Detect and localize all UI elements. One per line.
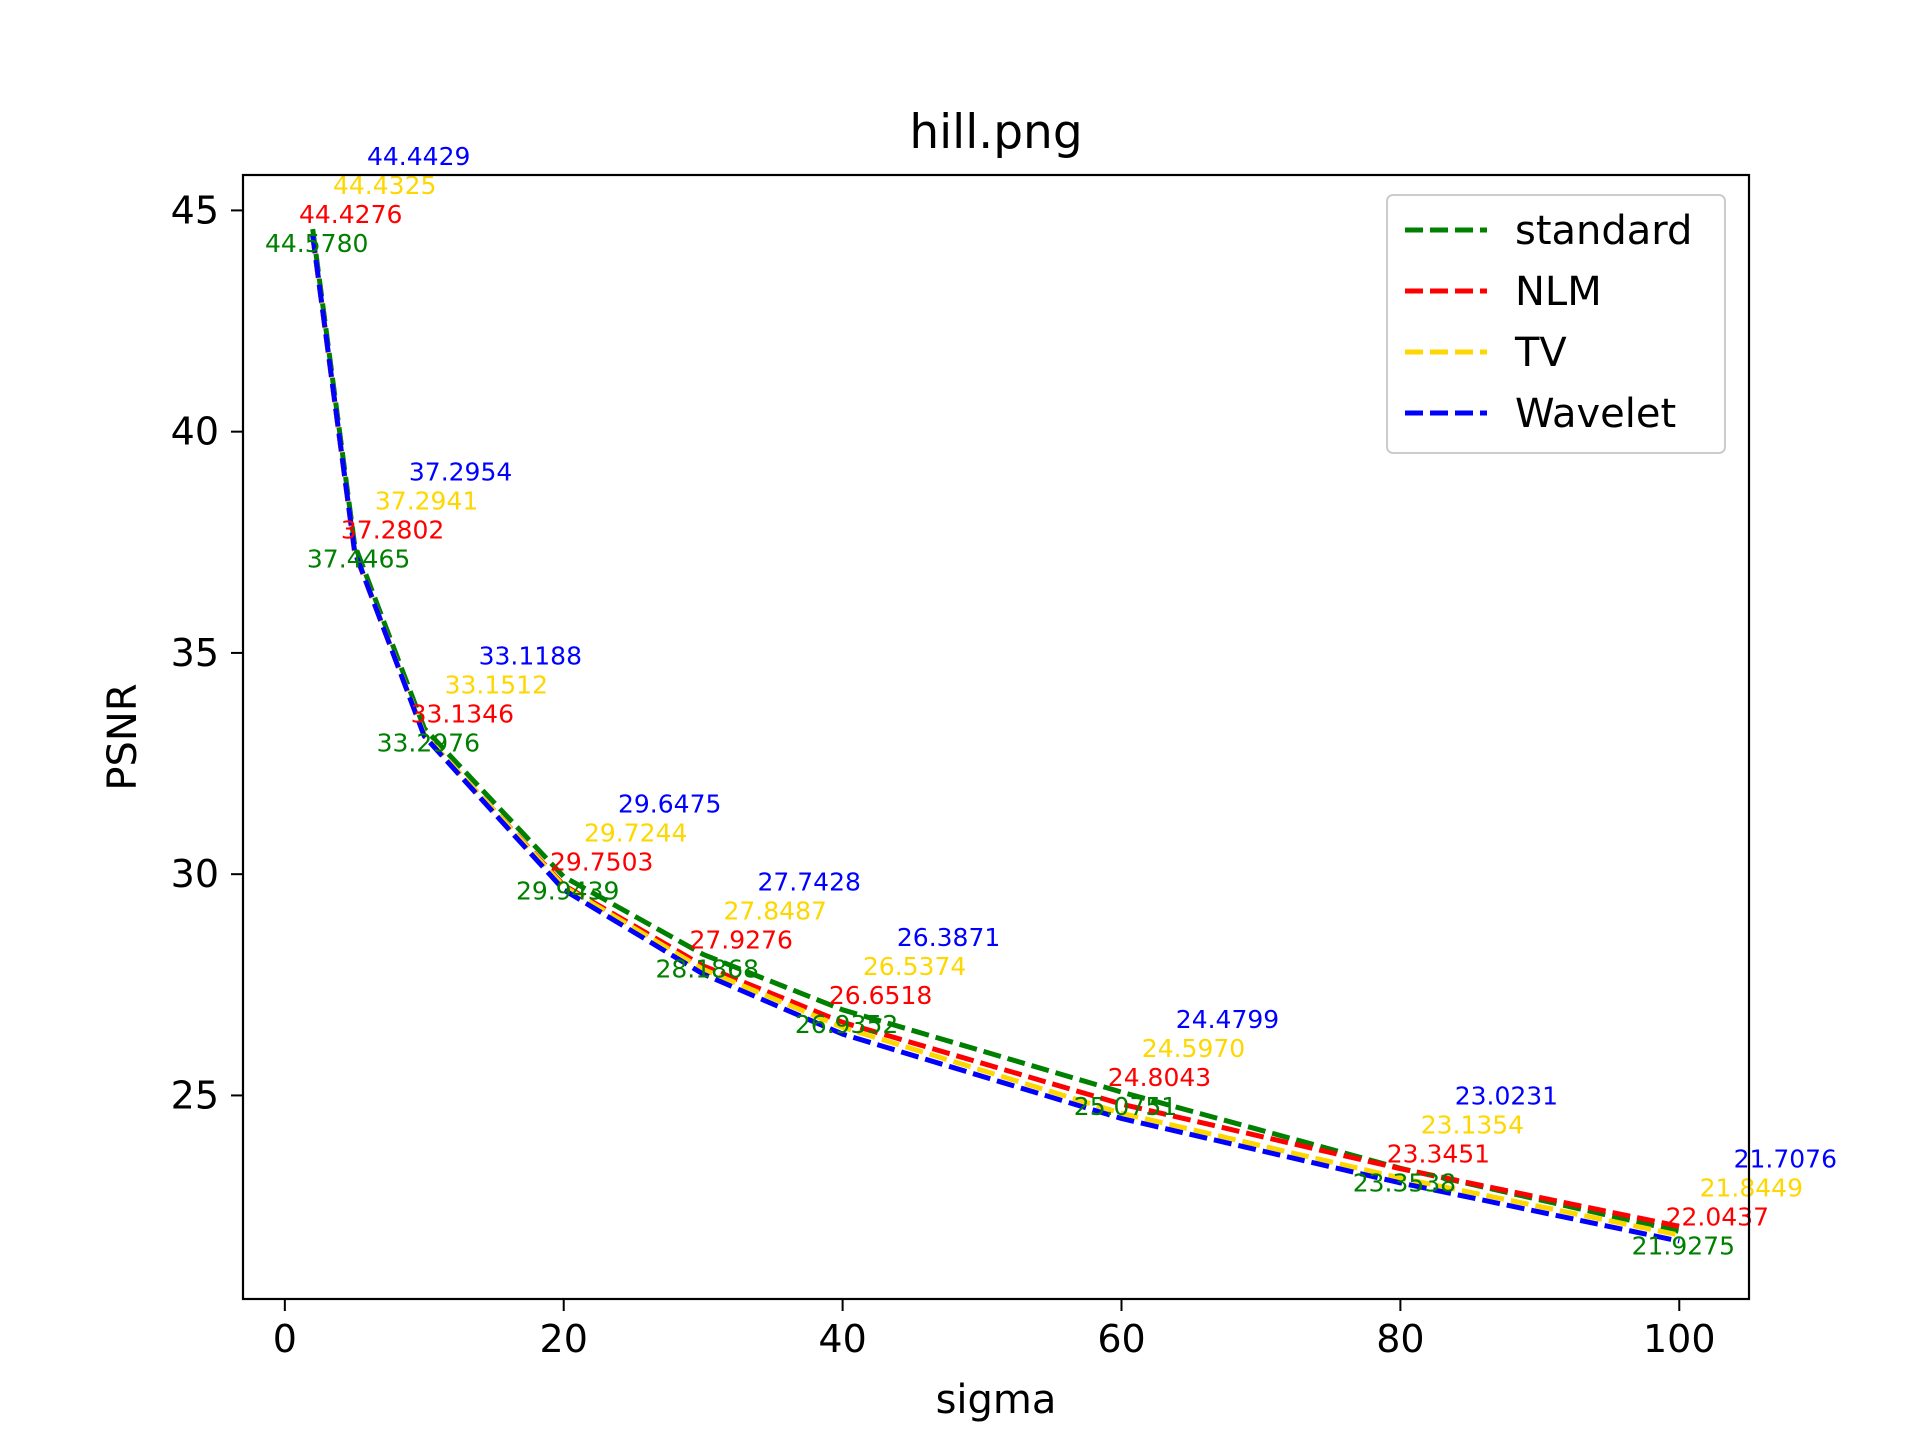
y-tick-label: 40 bbox=[171, 410, 219, 454]
data-label-nlm: 27.9276 bbox=[690, 925, 793, 954]
legend-label-standard: standard bbox=[1515, 208, 1692, 254]
legend-label-nlm: NLM bbox=[1515, 269, 1602, 315]
data-label-tv: 27.8487 bbox=[724, 896, 827, 925]
data-label-tv: 21.8449 bbox=[1700, 1173, 1803, 1202]
data-label-tv: 23.1354 bbox=[1421, 1110, 1524, 1139]
data-label-standard: 33.2976 bbox=[377, 728, 480, 757]
data-label-wavelet: 29.6475 bbox=[618, 790, 721, 819]
data-label-standard: 28.1868 bbox=[656, 954, 759, 983]
plot-area-frame bbox=[241, 173, 1751, 1301]
data-label-nlm: 23.3451 bbox=[1387, 1139, 1490, 1168]
data-label-wavelet: 37.2954 bbox=[409, 458, 512, 487]
data-label-wavelet: 23.0231 bbox=[1455, 1081, 1558, 1110]
data-label-wavelet: 24.4799 bbox=[1176, 1005, 1279, 1034]
data-label-standard: 25.0751 bbox=[1074, 1092, 1177, 1121]
data-label-tv: 24.5970 bbox=[1142, 1034, 1245, 1063]
x-tick-label: 100 bbox=[1643, 1317, 1716, 1361]
data-label-tv: 29.7244 bbox=[584, 819, 687, 848]
data-label-standard: 21.9275 bbox=[1632, 1231, 1735, 1260]
x-tick-label: 20 bbox=[540, 1317, 588, 1361]
y-tick-label: 45 bbox=[171, 188, 219, 232]
data-label-standard: 37.4465 bbox=[307, 545, 410, 574]
data-label-nlm: 33.1346 bbox=[411, 699, 514, 728]
plot-lines bbox=[310, 228, 1680, 1244]
y-tick-label: 35 bbox=[171, 631, 219, 675]
y-tick-label: 30 bbox=[171, 852, 219, 896]
x-axis: 0 20 40 60 80 100 bbox=[273, 1299, 1716, 1361]
x-tick-label: 0 bbox=[273, 1317, 297, 1361]
data-label-standard: 44.5780 bbox=[265, 229, 368, 258]
data-label-wavelet: 26.3871 bbox=[897, 923, 1000, 952]
x-tick-label: 80 bbox=[1376, 1317, 1424, 1361]
data-label-nlm: 26.6518 bbox=[829, 981, 932, 1010]
data-labels: 44.5780 37.4465 33.2976 29.9439 28.1868 26.93… bbox=[265, 142, 1837, 1260]
data-label-nlm: 37.2802 bbox=[341, 516, 444, 545]
data-label-tv: 26.5374 bbox=[863, 952, 966, 981]
data-label-wavelet: 33.1188 bbox=[479, 641, 582, 670]
y-axis-label: PSNR bbox=[100, 683, 146, 790]
data-label-standard: 23.3538 bbox=[1353, 1168, 1456, 1197]
y-tick-label: 25 bbox=[171, 1073, 219, 1117]
data-label-standard: 29.9439 bbox=[516, 877, 619, 906]
data-label-nlm: 29.7503 bbox=[550, 848, 653, 877]
data-label-nlm: 44.4276 bbox=[299, 200, 402, 229]
legend: standard NLM TV Wavelet bbox=[1386, 194, 1726, 454]
y-axis: 25 30 35 40 45 bbox=[171, 188, 243, 1117]
data-label-wavelet: 21.7076 bbox=[1734, 1144, 1837, 1173]
data-label-standard: 26.9352 bbox=[795, 1010, 898, 1039]
data-label-wavelet: 44.4429 bbox=[367, 142, 470, 171]
data-label-nlm: 22.0437 bbox=[1666, 1202, 1769, 1231]
chart-title: hill.png bbox=[909, 105, 1082, 160]
legend-label-tv: TV bbox=[1514, 330, 1567, 376]
data-label-wavelet: 27.7428 bbox=[758, 867, 861, 896]
x-tick-label: 40 bbox=[818, 1317, 866, 1361]
series-line-wavelet bbox=[310, 234, 1680, 1244]
legend-box bbox=[1386, 194, 1726, 454]
x-axis-label: sigma bbox=[936, 1377, 1057, 1423]
data-label-nlm: 24.8043 bbox=[1108, 1063, 1211, 1092]
legend-label-wavelet: Wavelet bbox=[1515, 391, 1676, 437]
data-label-tv: 37.2941 bbox=[375, 487, 478, 516]
data-label-tv: 33.1512 bbox=[445, 670, 548, 699]
x-tick-label: 60 bbox=[1097, 1317, 1145, 1361]
